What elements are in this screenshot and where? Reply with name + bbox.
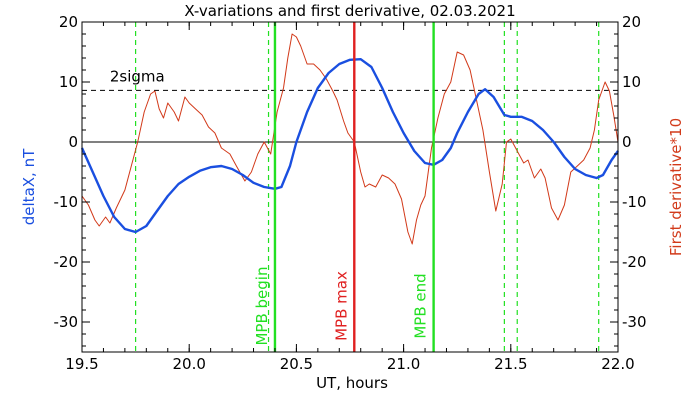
y-tick-label-left: 10: [59, 73, 78, 91]
y-tick-label-right: 0: [622, 133, 632, 151]
y-tick-label-left: -20: [54, 253, 79, 271]
threshold-label: 2sigma: [110, 67, 165, 85]
marker-label-max: MPB max: [332, 271, 350, 341]
y-axis-label-right: First derivative*10: [667, 118, 685, 256]
x-tick-label: 20.0: [172, 355, 205, 373]
x-tick-label: 21.0: [387, 355, 420, 373]
chart-title: X-variations and first derivative, 02.03…: [184, 2, 515, 20]
y-tick-label-left: 20: [59, 13, 78, 31]
x-tick-label: 20.5: [280, 355, 313, 373]
y-tick-label-right: 20: [622, 13, 641, 31]
plot-frame: [81, 21, 619, 353]
x-tick-label: 21.5: [494, 355, 527, 373]
x-tick-label: 22.0: [601, 355, 634, 373]
y-tick-label-left: 0: [68, 133, 78, 151]
y-tick-label-right: -10: [622, 193, 647, 211]
y-tick-label-right: -20: [622, 253, 647, 271]
marker-label-end: MPB end: [412, 273, 430, 338]
x-axis-label: UT, hours: [316, 374, 388, 392]
y-tick-label-left: -10: [54, 193, 79, 211]
marker-label-begin: MPB begin: [253, 267, 271, 346]
y-tick-label-right: -30: [622, 313, 647, 331]
x-tick-label: 19.5: [65, 355, 98, 373]
plot-area: 2sigma MPB begin MPB max MPB end 19.5 20.0 20.…: [54, 13, 647, 373]
y-tick-label-right: 10: [622, 73, 641, 91]
y-tick-label-left: -30: [54, 313, 79, 331]
series-line-first-derivative: [81, 33, 619, 245]
y-axis-label-left: deltaX, nT: [20, 148, 38, 225]
series-line-deltax: [80, 58, 619, 234]
